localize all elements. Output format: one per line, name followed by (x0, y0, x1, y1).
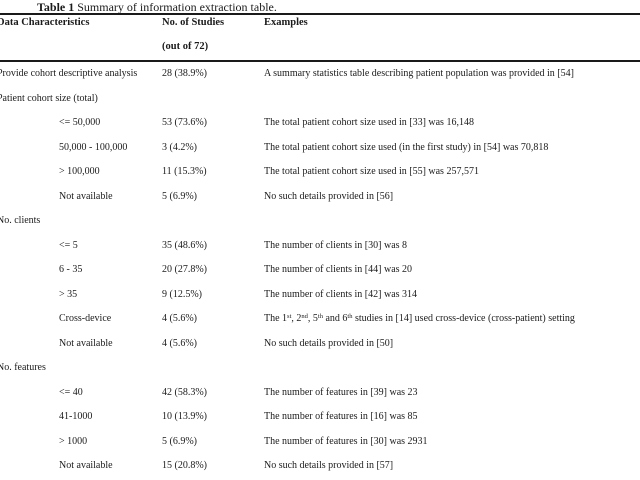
row-label: > 100,000 (59, 166, 100, 177)
row-label: Cross-device (59, 313, 112, 324)
row-label: > 35 (59, 288, 78, 300)
row-label: Patient cohort size (total) (0, 92, 98, 104)
row-example: The number of features in [16] was 85 (264, 411, 418, 422)
row-studies: 35 (48.6%) (162, 239, 207, 251)
row-label: Provide cohort descriptive analysis (0, 68, 138, 79)
example-text-segment: studies in [14] used cross-device (cross… (352, 313, 575, 324)
row-label: Not available (59, 190, 113, 202)
table-section-row: Patient cohort size (total) (0, 88, 640, 113)
table-body: Provide cohort descriptive analysis 28 (… (0, 63, 640, 480)
table-row: <= 50,000 53 (73.6%) The total patient c… (0, 112, 640, 137)
table-row: <= 5 35 (48.6%) The number of clients in… (0, 235, 640, 260)
ordinal-superscript: th (347, 313, 353, 320)
example-text-segment: , 5 (307, 313, 318, 324)
row-label: No. features (0, 362, 46, 373)
row-label: 41-1000 (59, 411, 93, 422)
row-studies: 3 (4.2%) (162, 141, 197, 153)
row-label: > 1000 (59, 435, 88, 447)
row-studies: 4 (5.6%) (162, 313, 197, 324)
table-row: 6 - 35 20 (27.8%) The number of clients … (0, 259, 640, 284)
row-studies: 20 (27.8%) (162, 264, 207, 275)
row-studies: 9 (12.5%) (162, 288, 202, 300)
row-studies: 10 (13.9%) (162, 411, 207, 422)
row-studies: 5 (6.9%) (162, 190, 197, 202)
column-header-examples: Examples (264, 17, 308, 28)
table-row: > 100,000 11 (15.3%) The total patient c… (0, 161, 640, 186)
row-studies: 28 (38.9%) (162, 68, 207, 79)
ordinal-superscript: st (287, 313, 292, 320)
row-example: No such details provided in [50] (264, 337, 394, 349)
row-example: The number of clients in [42] was 314 (264, 288, 418, 300)
table-section-row: No. features (0, 357, 640, 382)
table-row: Not available 15 (20.8%) No such details… (0, 455, 640, 480)
row-label: Not available (59, 337, 113, 349)
table-row: Not available 4 (5.6%) No such details p… (0, 333, 640, 358)
row-studies: 5 (6.9%) (162, 435, 197, 447)
row-label: <= 5 (59, 239, 78, 251)
table-row: Not available 5 (6.9%) No such details p… (0, 186, 640, 211)
table-row: > 1000 5 (6.9%) The number of features i… (0, 431, 640, 456)
column-header-out-of-72: (out of 72) (162, 41, 209, 52)
ordinal-superscript: nd (301, 313, 308, 320)
table-row: 50,000 - 100,000 3 (4.2%) The total pati… (0, 137, 640, 162)
row-example: The number of clients in [30] was 8 (264, 239, 408, 251)
example-text-segment: The 1 (264, 313, 288, 324)
row-studies: 11 (15.3%) (162, 166, 207, 177)
row-example: The total patient cohort size used (in t… (264, 141, 549, 153)
row-example: The 1st, 2nd, 5th and 6th studies in [14… (264, 313, 640, 325)
table-row: <= 40 42 (58.3%) The number of features … (0, 382, 640, 407)
row-label: <= 40 (59, 386, 83, 398)
row-example: No such details provided in [56] (264, 190, 394, 202)
row-example: The number of clients in [44] was 20 (264, 264, 413, 275)
table-row: 41-1000 10 (13.9%) The number of feature… (0, 406, 640, 431)
table-row: Provide cohort descriptive analysis 28 (… (0, 63, 640, 88)
table-header-rule (0, 60, 640, 62)
row-label: Not available (59, 460, 113, 471)
row-example: The total patient cohort size used in [5… (264, 166, 479, 177)
row-studies: 53 (73.6%) (162, 117, 207, 128)
example-text-segment: and 6 (322, 313, 348, 324)
table-row: Cross-device 4 (5.6%) The 1st, 2nd, 5th … (0, 308, 640, 333)
table-section-row: No. clients (0, 210, 640, 235)
row-label: 50,000 - 100,000 (59, 141, 128, 153)
table-caption-text: Summary of information extraction table. (74, 0, 277, 14)
example-text-segment: , 2 (291, 313, 302, 324)
ordinal-superscript: th (317, 313, 323, 320)
table-caption: Table 1 Summary of information extractio… (37, 0, 277, 14)
row-example: The total patient cohort size used in [3… (264, 117, 474, 128)
row-studies: 42 (58.3%) (162, 386, 207, 398)
row-example: A summary statistics table describing pa… (264, 68, 574, 79)
row-label: 6 - 35 (59, 264, 83, 275)
table-row: > 35 9 (12.5%) The number of clients in … (0, 284, 640, 309)
column-header-no-of-studies: No. of Studies (162, 17, 225, 28)
row-label: <= 50,000 (59, 117, 101, 128)
table-top-rule (0, 13, 640, 15)
row-example: The number of features in [30] was 2931 (264, 435, 428, 447)
row-example: The number of features in [39] was 23 (264, 386, 418, 398)
row-example: No such details provided in [57] (264, 460, 394, 471)
column-header-data-characteristics: Data Characteristics (0, 17, 90, 28)
row-studies: 15 (20.8%) (162, 460, 207, 471)
table-caption-number: Table 1 (37, 0, 75, 14)
row-studies: 4 (5.6%) (162, 337, 197, 349)
row-label: No. clients (0, 215, 41, 226)
